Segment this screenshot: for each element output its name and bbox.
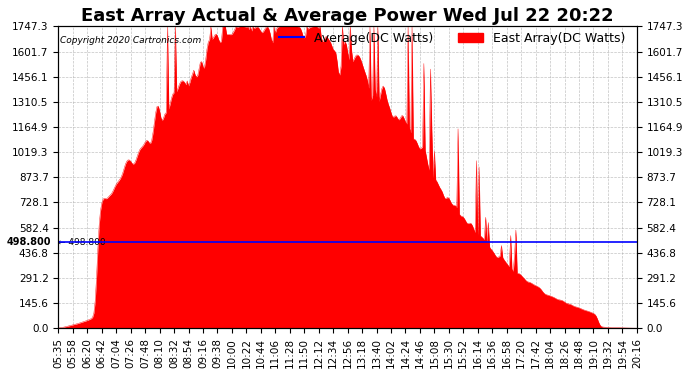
Legend: Average(DC Watts), East Array(DC Watts): Average(DC Watts), East Array(DC Watts): [274, 27, 631, 50]
Text: Copyright 2020 Cartronics.com: Copyright 2020 Cartronics.com: [59, 36, 201, 45]
Text: 498.800: 498.800: [7, 237, 52, 247]
Title: East Array Actual & Average Power Wed Jul 22 20:22: East Array Actual & Average Power Wed Ju…: [81, 7, 614, 25]
Text: ← 498.800: ← 498.800: [59, 238, 106, 247]
